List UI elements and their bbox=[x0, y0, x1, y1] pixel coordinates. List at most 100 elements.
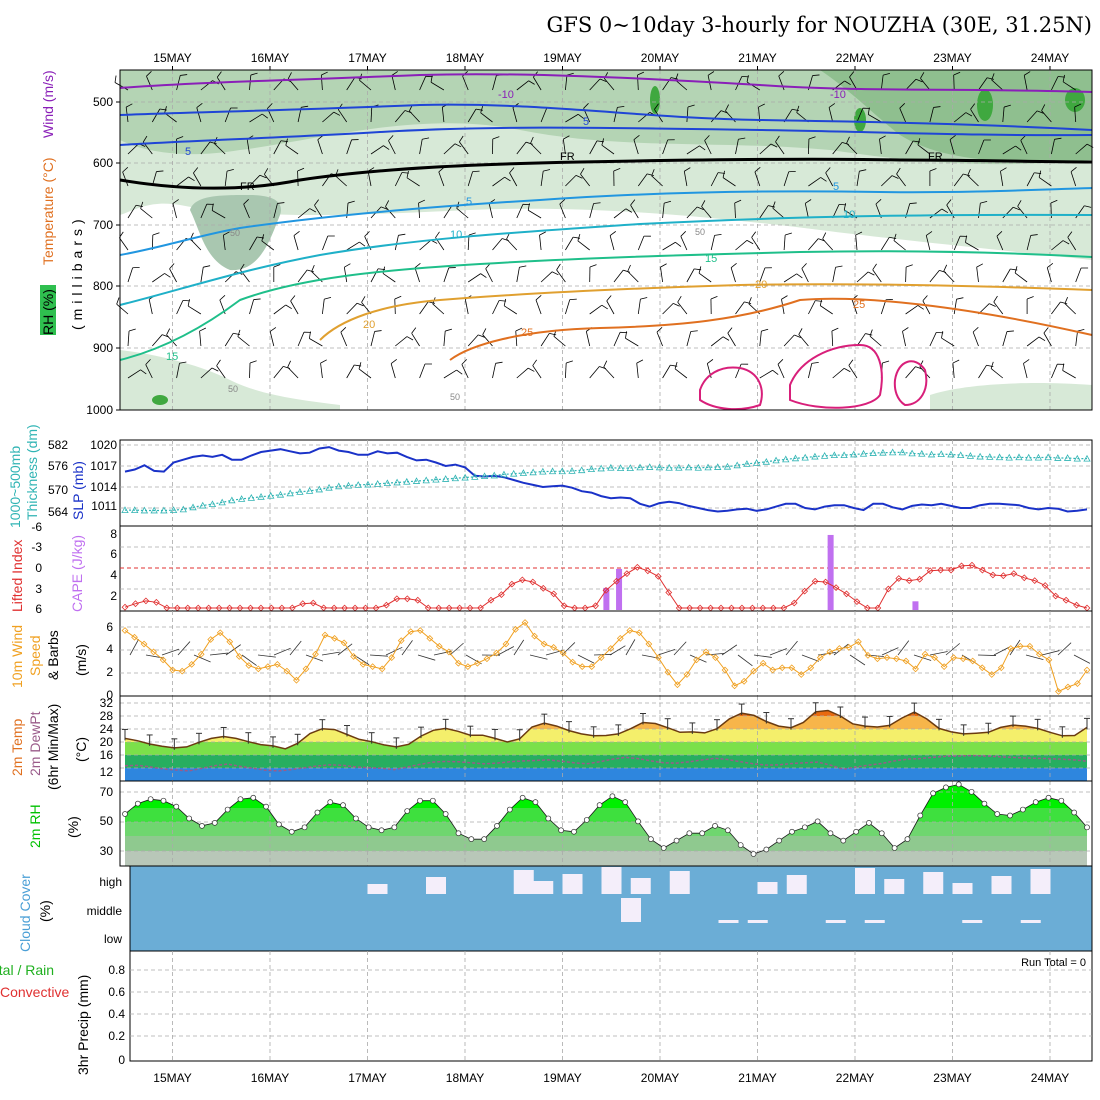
wind-barb-flag bbox=[216, 359, 221, 366]
wind10-marker bbox=[445, 648, 453, 656]
thickness-dm-ticks: 582 576 570 564 bbox=[48, 438, 68, 519]
date-label-top: 24MAY bbox=[1031, 51, 1069, 65]
ylabel-temp2m-unit: (°C) bbox=[73, 737, 89, 762]
ylabel-precip-2: Convective bbox=[0, 984, 69, 1000]
wind10-marker bbox=[950, 654, 958, 661]
iso-label: 50 bbox=[695, 227, 705, 237]
cape-bars bbox=[603, 534, 919, 610]
wind-barb-flag bbox=[193, 167, 199, 174]
rh2m-marker bbox=[378, 827, 385, 834]
wind-barb-shaft bbox=[698, 272, 712, 283]
wind-barb-flag bbox=[891, 175, 899, 179]
wind-barb-shaft bbox=[606, 300, 615, 315]
li-marker bbox=[477, 604, 484, 612]
wind-barb-shaft bbox=[146, 76, 153, 91]
wind-barb-shaft bbox=[164, 112, 177, 123]
wind-barb-shaft bbox=[637, 173, 648, 187]
wind-barb-flag bbox=[503, 298, 507, 306]
rh2m-marker bbox=[327, 799, 334, 806]
li-marker bbox=[696, 604, 704, 612]
wind-barb-shaft bbox=[1062, 81, 1076, 91]
thickness-marker bbox=[412, 477, 421, 484]
wind-barb-shaft bbox=[516, 267, 520, 283]
wind-barb-shaft bbox=[674, 368, 688, 379]
rh2m-marker bbox=[122, 811, 128, 817]
wind-barb-flag bbox=[172, 199, 179, 204]
wind-barb-flag bbox=[309, 331, 311, 339]
tick-label: 0.8 bbox=[108, 963, 125, 977]
wind-barb-shaft bbox=[565, 175, 577, 187]
li-marker bbox=[592, 602, 599, 610]
wind10-marker bbox=[1026, 642, 1034, 650]
wind-barb-shaft bbox=[492, 176, 505, 187]
wind10-marker bbox=[369, 663, 377, 671]
li-marker bbox=[508, 580, 516, 588]
wind10-marker bbox=[197, 650, 205, 658]
wind-barb-flag bbox=[849, 71, 855, 78]
wind-barb-shaft bbox=[314, 205, 323, 219]
pressure-label: 700 bbox=[93, 218, 113, 232]
li-marker bbox=[1031, 577, 1039, 584]
wind-barb-shaft bbox=[382, 273, 396, 283]
tick-label: 6 bbox=[35, 602, 42, 616]
wind-barb-flag bbox=[606, 295, 612, 302]
wind-barb-shaft bbox=[516, 141, 527, 155]
wind-barb-shaft bbox=[367, 171, 372, 187]
wind-barb-flag bbox=[480, 105, 484, 113]
cloud-bar-high bbox=[533, 881, 554, 894]
wind-barb-shaft bbox=[683, 171, 688, 187]
tick-label: 1011 bbox=[91, 499, 117, 513]
wind10-marker bbox=[635, 629, 643, 637]
wind10-marker bbox=[188, 660, 196, 668]
wind-barb-flag bbox=[698, 266, 702, 274]
wind-barb-shaft bbox=[627, 271, 639, 283]
tick-label: 1014 bbox=[90, 480, 117, 494]
wind-barb-shaft bbox=[249, 362, 251, 379]
wind-barb-shaft bbox=[781, 299, 785, 315]
wind-barb-shaft bbox=[297, 208, 311, 219]
wind-barb-shaft bbox=[662, 241, 676, 251]
date-label-bottom: 20MAY bbox=[641, 1071, 679, 1085]
rh2m-marker bbox=[263, 803, 269, 810]
wind-barb-flag bbox=[1074, 103, 1082, 108]
wind-barb-shaft bbox=[492, 238, 503, 251]
wind-barb-shaft bbox=[609, 235, 615, 251]
wind-barb-shaft bbox=[176, 176, 189, 187]
wind-barb-flag bbox=[704, 135, 710, 141]
wind10-barb bbox=[257, 654, 276, 658]
wind-barb-flag bbox=[539, 231, 546, 236]
wind-barb-flag bbox=[388, 135, 394, 141]
rh2m-marker bbox=[276, 821, 282, 828]
wind-barb-shaft bbox=[710, 235, 715, 251]
wind-barb-flag bbox=[527, 367, 535, 372]
li-marker bbox=[728, 604, 735, 612]
wind10-marker bbox=[350, 653, 357, 660]
wind-barb-flag bbox=[701, 200, 706, 207]
tick-label: 576 bbox=[48, 459, 68, 473]
wind-barb-flag bbox=[746, 75, 749, 83]
wind-barb-shaft bbox=[370, 331, 376, 347]
wind-barb-flag bbox=[623, 269, 631, 273]
wind-barb-shaft bbox=[199, 331, 202, 347]
wind-barb-flag bbox=[543, 169, 551, 172]
wind-barb-shaft bbox=[820, 305, 833, 315]
wind-barb-shaft bbox=[418, 203, 420, 219]
wind-barb-shaft bbox=[370, 268, 379, 283]
wind-barb-shaft bbox=[443, 369, 457, 379]
wind-barb-shaft bbox=[193, 172, 202, 187]
li-marker bbox=[362, 604, 369, 612]
ylabel-rh2m: 2m RH bbox=[27, 804, 43, 848]
rh2m-marker bbox=[468, 836, 475, 843]
wind-barb-shaft bbox=[388, 140, 396, 155]
thickness-marker bbox=[675, 463, 683, 471]
wind-barb-shaft bbox=[710, 172, 719, 187]
li-marker bbox=[393, 595, 401, 603]
wind-barb-shaft bbox=[905, 305, 919, 315]
thickness-marker bbox=[801, 453, 809, 461]
wind10-marker bbox=[578, 663, 586, 671]
wind-barb-shaft bbox=[456, 208, 469, 219]
wind-barb-shaft bbox=[662, 139, 669, 155]
wind10-barb bbox=[625, 639, 636, 656]
wind-barb-shaft bbox=[701, 206, 712, 219]
wind-barb-shaft bbox=[953, 299, 957, 315]
